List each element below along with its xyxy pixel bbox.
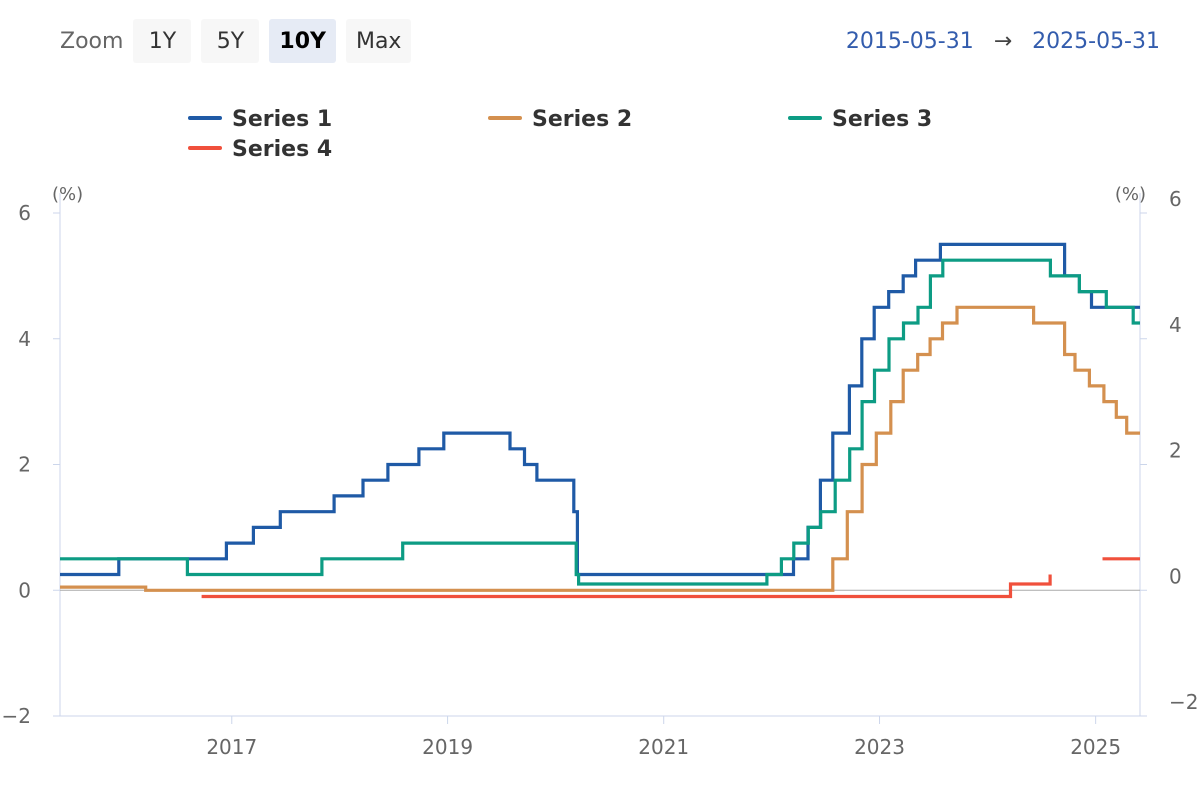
zoom-1y-button[interactable]: 1Y (133, 19, 192, 63)
y-unit-left-label: (%) (52, 184, 83, 205)
x-tick-label: 2023 (854, 735, 905, 759)
legend-label: Series 2 (532, 107, 632, 132)
y-tick-left-label: 6 (18, 201, 31, 225)
zoom-max-button[interactable]: Max (345, 19, 412, 63)
y-tick-right-label: 6 (1169, 187, 1182, 211)
y-tick-left-label: 4 (18, 327, 31, 351)
legend-item[interactable]: Series 4 (188, 137, 332, 162)
range-to-input[interactable]: 2025-05-31 (1032, 28, 1160, 54)
y-tick-right-label: −2 (1169, 690, 1198, 714)
x-tick-label: 2025 (1070, 735, 1121, 759)
y-tick-left-label: −2 (2, 704, 31, 728)
series-line-1 (60, 242, 1140, 577)
legend-item[interactable]: Series 2 (488, 107, 632, 132)
x-tick-label: 2021 (638, 735, 689, 759)
zoom-10y-button[interactable]: 10Y (269, 19, 336, 63)
y-tick-right-label: 0 (1169, 564, 1182, 588)
range-from-input[interactable]: 2015-05-31 (845, 28, 974, 54)
series-line-2 (60, 305, 1140, 592)
zoom-5y-button[interactable]: 5Y (201, 19, 260, 63)
y-tick-left-label: 2 (18, 453, 31, 477)
y-unit-right-label: (%) (1115, 184, 1146, 205)
legend-item[interactable]: Series 3 (788, 107, 932, 132)
y-tick-left-label: 0 (18, 578, 31, 602)
date-range: 2015-05-31 → 2025-05-31 (846, 19, 1160, 63)
legend-item[interactable]: Series 1 (188, 107, 332, 132)
y-tick-right-label: 2 (1169, 439, 1182, 463)
x-tick-label: 2019 (422, 735, 473, 759)
legend-label: Series 1 (232, 107, 332, 132)
y-tick-right-label: 4 (1169, 313, 1182, 337)
series-line-3 (60, 258, 1140, 586)
series-line-4 (201, 557, 1140, 599)
range-arrow-icon: → (993, 28, 1013, 54)
legend-label: Series 3 (832, 107, 932, 132)
zoom-toolbar: Zoom 1Y 5Y 10Y Max (60, 19, 421, 63)
legend-label: Series 4 (232, 137, 332, 162)
zoom-label: Zoom (60, 28, 124, 54)
x-tick-label: 2017 (206, 735, 257, 759)
